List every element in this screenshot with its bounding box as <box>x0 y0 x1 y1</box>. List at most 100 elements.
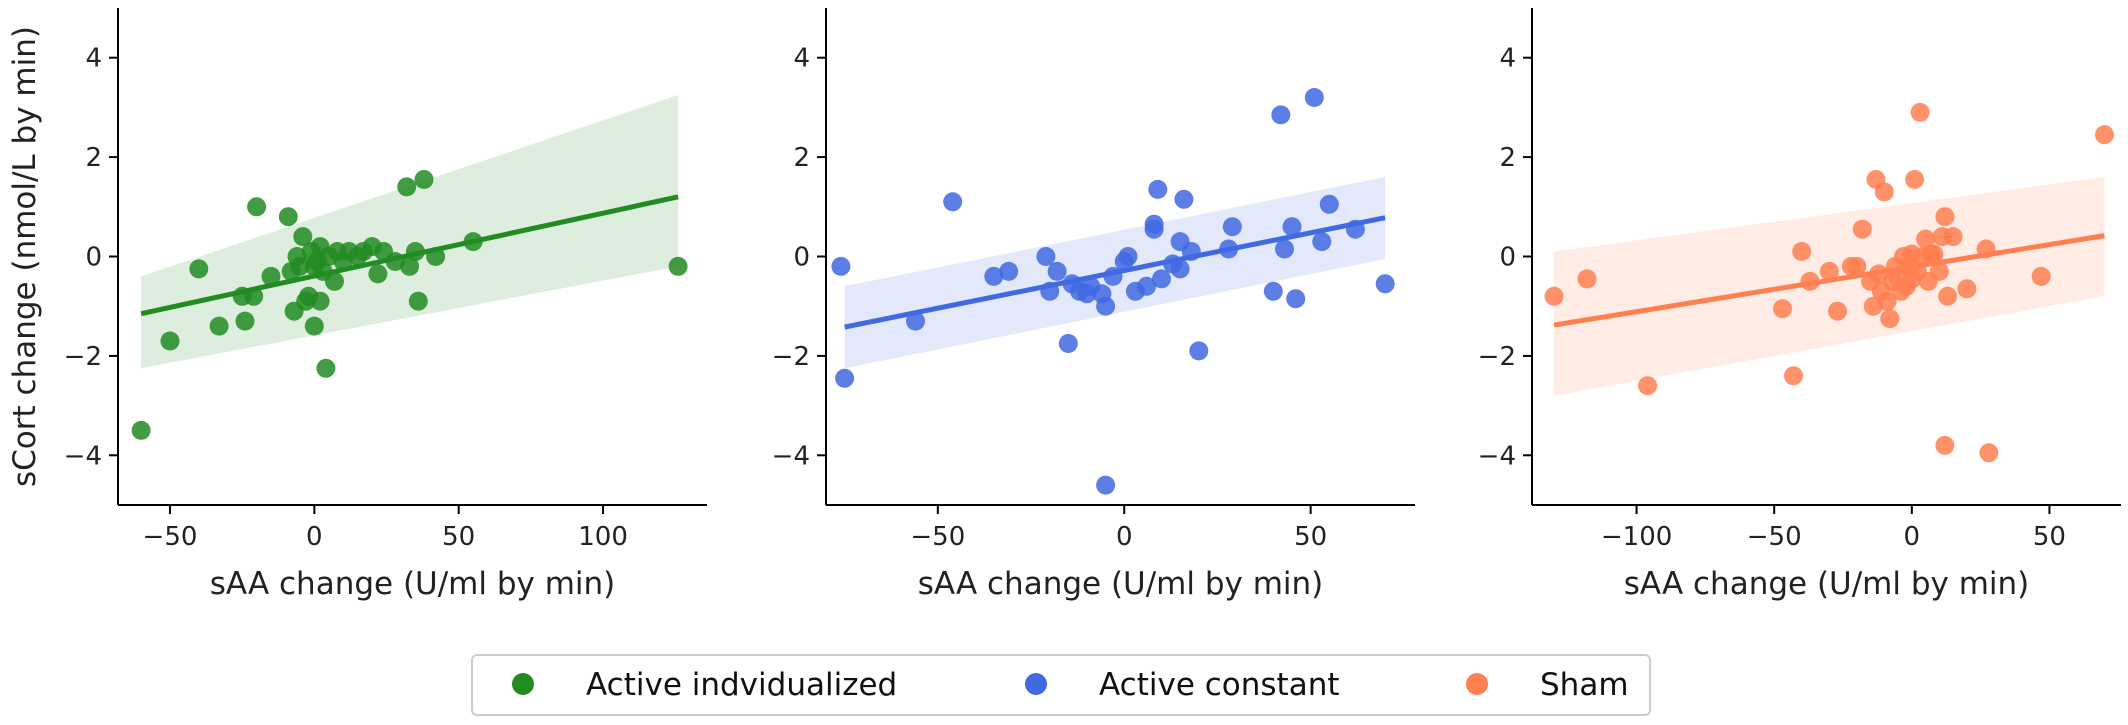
y-tick-label: 4 <box>1499 44 1516 74</box>
data-point <box>414 170 434 189</box>
y-tick-label: −4 <box>772 441 810 471</box>
data-point <box>1874 182 1894 202</box>
y-tick-label: 4 <box>793 44 810 74</box>
data-point <box>1943 227 1963 247</box>
x-axis-title: sAA change (U/ml by min) <box>918 566 1324 602</box>
data-point <box>1375 274 1395 294</box>
y-tick-label: −2 <box>64 342 102 372</box>
data-point <box>235 311 255 331</box>
data-point <box>906 311 925 331</box>
data-point <box>1877 291 1897 311</box>
panel-left: −4 −2 0 2 4 −50 0 50 100 sAA change (U/ml by min)… <box>7 8 707 602</box>
data-point <box>2031 266 2051 286</box>
y-tick-label: −2 <box>1478 342 1516 372</box>
x-tick-label: 0 <box>306 522 323 552</box>
legend: Active indvidualized Active constant Sha… <box>471 654 1651 716</box>
data-point <box>408 291 428 311</box>
x-tick-label: 50 <box>442 522 475 552</box>
data-point <box>1144 214 1164 234</box>
y-tick-label: 0 <box>85 243 102 273</box>
regression-line <box>844 215 1386 330</box>
legend-marker-2 <box>1466 673 1488 695</box>
data-point <box>1118 247 1138 266</box>
data-point <box>1847 256 1867 276</box>
data-point <box>247 197 267 217</box>
data-point <box>316 358 336 378</box>
data-point <box>1544 286 1564 306</box>
data-point <box>1047 261 1067 281</box>
data-point <box>1304 88 1324 107</box>
data-point <box>1819 261 1839 281</box>
data-point <box>668 256 688 276</box>
data-point <box>1312 232 1332 252</box>
data-point <box>310 291 330 311</box>
data-point <box>368 264 388 284</box>
x-tick-label: 50 <box>2033 522 2066 552</box>
data-point <box>1286 289 1306 309</box>
data-point <box>1957 279 1977 299</box>
data-point <box>984 266 1004 286</box>
data-point <box>2095 125 2114 145</box>
data-point <box>290 256 310 276</box>
data-point <box>1638 376 1658 396</box>
data-point <box>1152 269 1171 289</box>
x-tick-label: 100 <box>578 522 628 552</box>
regression-line <box>140 194 679 317</box>
x-axis-title: sAA change (U/ml by min) <box>210 566 616 602</box>
confidence-band <box>141 95 679 369</box>
y-tick-label: 2 <box>1499 143 1516 173</box>
x-tick-label: 0 <box>1116 522 1133 552</box>
data-point <box>1271 105 1291 125</box>
data-point <box>1174 189 1194 209</box>
data-point <box>278 207 298 227</box>
legend-marker-1 <box>1025 673 1047 695</box>
data-point <box>400 256 420 276</box>
y-tick-label: −2 <box>772 342 810 372</box>
legend-label-2: Sham <box>1540 667 1629 703</box>
data-point <box>160 331 180 351</box>
data-point <box>1938 286 1958 306</box>
data-point <box>1282 217 1302 237</box>
data-point <box>1058 334 1078 353</box>
data-point <box>1096 296 1116 316</box>
data-point <box>1148 179 1168 199</box>
data-point <box>1924 244 1944 264</box>
y-tick-label: −4 <box>64 441 102 471</box>
y-tick-label: 4 <box>85 44 102 74</box>
data-point <box>189 259 209 279</box>
data-point <box>1170 259 1190 279</box>
data-point <box>1916 229 1936 249</box>
data-point <box>1910 102 1930 122</box>
data-point <box>397 177 417 197</box>
x-tick-label: 0 <box>1904 522 1921 552</box>
y-tick-label: 2 <box>793 143 810 173</box>
x-axis-title: sAA change (U/ml by min) <box>1624 566 2030 602</box>
data-point <box>999 261 1019 281</box>
legend-marker-0 <box>512 673 534 695</box>
data-point <box>1773 299 1792 319</box>
legend-label-0: Active indvidualized <box>586 667 897 703</box>
data-point <box>1263 281 1283 301</box>
data-point <box>943 192 963 212</box>
x-tick-label: −50 <box>143 522 198 552</box>
data-point <box>1852 219 1872 239</box>
data-point <box>1880 309 1900 329</box>
panel-middle: −4 −2 0 2 4 −50 0 50 sAA change (U/ml by min) <box>772 8 1415 602</box>
x-tick-label: −100 <box>1601 522 1672 552</box>
regression-line <box>1553 233 2105 328</box>
data-point <box>1828 301 1847 321</box>
data-point <box>835 368 855 388</box>
y-tick-label: −4 <box>1478 441 1516 471</box>
y-tick-label: 0 <box>1499 243 1516 273</box>
y-tick-label: 2 <box>85 143 102 173</box>
data-point <box>1096 475 1116 495</box>
data-point <box>1577 269 1597 289</box>
legend-frame <box>471 654 1651 716</box>
data-point <box>1935 435 1955 455</box>
data-point <box>325 271 344 291</box>
data-point <box>1137 276 1157 296</box>
data-point <box>1222 217 1242 237</box>
data-point <box>1979 443 1999 463</box>
y-tick-label: 0 <box>793 243 810 273</box>
